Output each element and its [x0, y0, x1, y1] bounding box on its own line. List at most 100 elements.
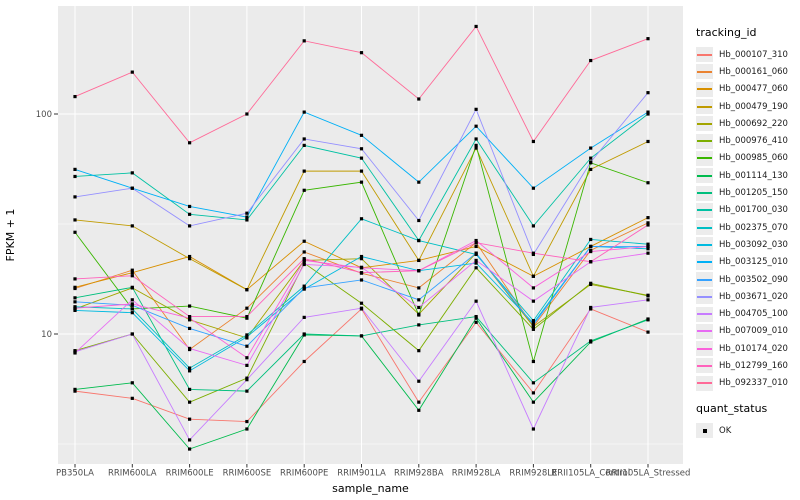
- data-point: [188, 326, 192, 331]
- legend-items: Hb_000107_310 Hb_000161_060 Hb_000477_060 H…: [690, 46, 798, 392]
- data-point: [417, 218, 421, 223]
- data-point: [474, 24, 478, 29]
- data-point: [417, 269, 421, 273]
- plot-panel: [58, 6, 683, 464]
- data-point: [646, 330, 650, 334]
- data-point: [589, 281, 593, 285]
- legend-item-label: Hb_000477_060: [719, 84, 788, 95]
- data-point: [245, 378, 249, 382]
- legend-key-swatch: [696, 185, 713, 201]
- legend-key-swatch: [696, 133, 713, 149]
- data-point: [359, 51, 364, 55]
- data-point: [646, 298, 650, 302]
- data-point: [245, 335, 249, 339]
- data-point: [73, 300, 77, 304]
- data-point: [417, 400, 421, 404]
- data-point: [589, 339, 593, 343]
- data-point: [188, 204, 192, 209]
- legend-item-label: Hb_001114_130: [719, 170, 788, 181]
- legend-line-icon: [697, 382, 712, 385]
- data-point: [188, 212, 192, 216]
- legend-item-label: Hb_003125_010: [719, 257, 788, 268]
- legend-key-swatch: [696, 323, 713, 339]
- data-point: [73, 387, 77, 391]
- legend-line-icon: [697, 157, 712, 160]
- data-point: [474, 244, 478, 249]
- data-point: [245, 419, 249, 424]
- data-point: [417, 286, 421, 290]
- data-point: [531, 139, 535, 144]
- x-tick-label: RRIM928BA: [394, 469, 444, 479]
- data-point: [474, 314, 478, 319]
- data-point: [474, 316, 478, 320]
- data-point: [188, 254, 192, 259]
- legend-item: Hb_000976_410: [690, 132, 798, 149]
- data-point: [245, 218, 249, 222]
- data-point: [359, 156, 364, 160]
- data-point: [474, 238, 478, 243]
- square-point-icon: [702, 428, 707, 433]
- data-point: [646, 110, 650, 114]
- legend-item: Hb_003502_090: [690, 271, 798, 288]
- data-point: [474, 261, 478, 265]
- data-point: [245, 211, 249, 215]
- legend-line-icon: [697, 88, 712, 91]
- legend-key-swatch: [696, 202, 713, 218]
- data-point: [188, 318, 192, 322]
- legend2-item-label: OK: [719, 425, 732, 436]
- data-point: [474, 143, 478, 147]
- legend-item-label: Hb_001205_150: [719, 188, 788, 199]
- legend-item: Hb_000985_060: [690, 150, 798, 167]
- data-point: [359, 217, 364, 221]
- legend-line-icon: [697, 330, 712, 333]
- data-point: [302, 284, 306, 288]
- data-point: [359, 334, 364, 338]
- data-point: [646, 251, 650, 255]
- data-point: [531, 319, 535, 323]
- legend-item-label: Hb_003502_090: [719, 274, 788, 285]
- data-point: [245, 333, 249, 337]
- data-point: [359, 180, 364, 184]
- data-point: [589, 167, 593, 171]
- x-tick-label: PB350LA: [56, 469, 94, 479]
- legend-item-label: Hb_007009_010: [719, 326, 788, 337]
- data-point: [474, 124, 478, 128]
- data-point: [589, 305, 593, 310]
- data-point: [646, 247, 650, 251]
- data-point: [417, 258, 421, 263]
- data-point: [245, 427, 249, 431]
- data-point: [245, 112, 249, 116]
- legend-title: tracking_id: [696, 26, 757, 39]
- legend-item: Hb_012799_160: [690, 357, 798, 374]
- data-point: [188, 141, 192, 145]
- data-point: [188, 387, 192, 391]
- legend-line-icon: [697, 209, 712, 212]
- data-point: [646, 294, 650, 298]
- legend2-item: OK: [690, 422, 798, 439]
- data-point: [589, 160, 593, 164]
- legend-item-label: Hb_000107_310: [719, 49, 788, 60]
- data-point: [531, 224, 535, 228]
- legend-line-icon: [697, 70, 712, 73]
- data-point: [130, 311, 134, 315]
- data-point: [589, 146, 593, 150]
- x-tick-label: RRIM600PE: [280, 469, 328, 479]
- data-point: [245, 356, 249, 360]
- data-point: [531, 400, 535, 404]
- data-point: [646, 112, 650, 116]
- x-tick-label: RRIM928LA: [452, 469, 501, 479]
- data-point: [646, 91, 650, 95]
- data-point: [130, 332, 134, 336]
- y-axis-title: FPKM + 1: [4, 209, 17, 262]
- legend-key-swatch: [696, 220, 713, 236]
- data-point: [73, 277, 77, 281]
- legend-line-icon: [697, 140, 712, 143]
- data-point: [302, 315, 306, 319]
- legend-item-label: Hb_000692_220: [719, 118, 788, 129]
- data-point: [474, 258, 478, 263]
- data-point: [646, 181, 650, 185]
- legend-item: Hb_002375_070: [690, 219, 798, 236]
- legend-key-swatch: [696, 254, 713, 270]
- data-point: [646, 37, 650, 41]
